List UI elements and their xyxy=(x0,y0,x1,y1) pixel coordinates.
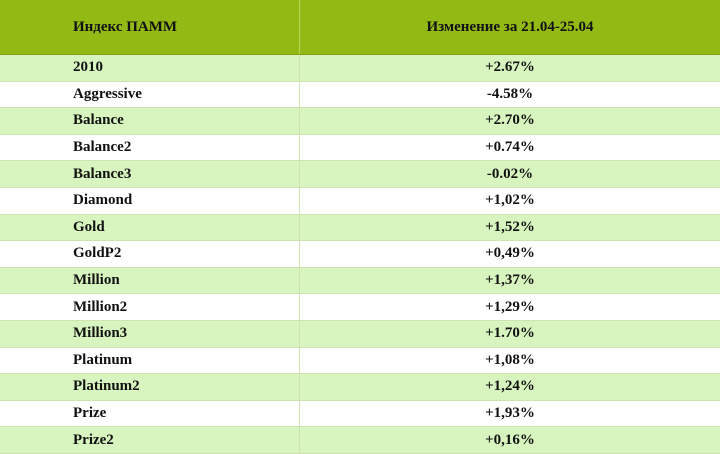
table-row: Balance3 -0.02% xyxy=(0,161,720,188)
table-row: Million2 +1,29% xyxy=(0,294,720,321)
index-name-cell: Prize2 xyxy=(0,427,300,453)
change-value-cell: +2.70% xyxy=(485,112,535,129)
change-value-cell: +2.67% xyxy=(485,59,535,76)
table-row: Gold +1,52% xyxy=(0,214,720,242)
index-name-cell: Million3 xyxy=(0,320,300,347)
header-change-period: Изменение за 21.04-25.04 xyxy=(426,18,594,35)
change-value-cell: +0.74% xyxy=(485,139,535,156)
table-row: Million3 +1.70% xyxy=(0,320,720,348)
header-index-name: Индекс ПАММ xyxy=(0,0,300,54)
change-value-cell: +1,08% xyxy=(485,351,535,368)
table-row: Million +1,37% xyxy=(0,267,720,295)
change-value-cell: +1,02% xyxy=(485,192,535,209)
index-name-cell: Million2 xyxy=(0,294,300,320)
change-value-cell: +0,16% xyxy=(485,431,535,448)
change-value-cell: -0.02% xyxy=(486,165,534,182)
table-header: Индекс ПАММ Изменение за 21.04-25.04 xyxy=(0,0,720,55)
change-value-cell: +0,49% xyxy=(485,245,535,262)
change-value-cell: +1.70% xyxy=(485,325,535,342)
index-name-cell: Balance3 xyxy=(0,161,300,187)
table-row: Prize +1,93% xyxy=(0,400,720,428)
table-row: Prize2 +0,16% xyxy=(0,427,720,454)
index-name-cell: Balance2 xyxy=(0,134,300,161)
index-name-cell: GoldP2 xyxy=(0,241,300,267)
index-name-cell: Prize xyxy=(0,400,300,427)
index-name-cell: Gold xyxy=(0,214,300,241)
change-value-cell: +1,93% xyxy=(485,405,535,422)
index-name-cell: Balance xyxy=(0,108,300,134)
index-name-cell: Million xyxy=(0,267,300,294)
table-row: Diamond +1,02% xyxy=(0,187,720,215)
table-row: Platinum2 +1,24% xyxy=(0,374,720,401)
index-name-cell: Platinum2 xyxy=(0,374,300,400)
index-name-cell: 2010 xyxy=(0,55,300,81)
change-value-cell: +1,52% xyxy=(485,218,535,235)
change-value-cell: -4.58% xyxy=(486,85,534,102)
change-value-cell: +1,24% xyxy=(485,378,535,395)
index-name-cell: Aggressive xyxy=(0,81,300,108)
table-row: 2010 +2.67% xyxy=(0,55,720,82)
table-body: 2010 +2.67% Aggressive -4.58% Balance +2.70% B… xyxy=(0,55,720,454)
table-row: GoldP2 +0,49% xyxy=(0,241,720,268)
change-value-cell: +1,37% xyxy=(485,272,535,289)
table-row: Balance +2.70% xyxy=(0,108,720,135)
index-name-cell: Platinum xyxy=(0,347,300,374)
table-row: Balance2 +0.74% xyxy=(0,134,720,162)
index-name-cell: Diamond xyxy=(0,187,300,214)
table-row: Platinum +1,08% xyxy=(0,347,720,375)
change-value-cell: +1,29% xyxy=(485,298,535,315)
table-row: Aggressive -4.58% xyxy=(0,81,720,109)
